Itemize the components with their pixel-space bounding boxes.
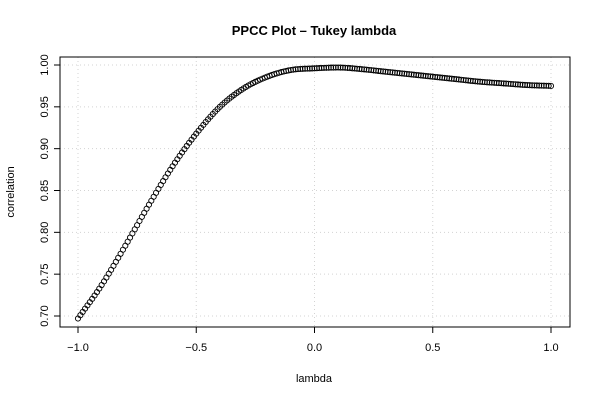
data-point: [536, 82, 543, 89]
data-point: [540, 82, 547, 89]
data-point: [476, 78, 484, 85]
data-point: [538, 82, 545, 89]
data-point: [486, 79, 493, 86]
data-point: [481, 79, 488, 86]
data-point: [514, 81, 521, 88]
data-point: [505, 80, 512, 87]
data-point: [498, 80, 505, 87]
data-point: [103, 274, 110, 281]
data-point: [519, 81, 526, 88]
data-point: [474, 78, 481, 85]
data-point: [320, 64, 328, 71]
data-point: [531, 82, 538, 89]
x-tick-label: 0.5: [425, 342, 440, 354]
data-point: [512, 81, 519, 88]
data-point: [517, 81, 524, 88]
y-tick-label: 0.90: [39, 138, 51, 159]
y-tick-label: 1.00: [39, 54, 51, 75]
data-point: [301, 65, 309, 72]
data-point: [479, 78, 486, 85]
data-point: [299, 65, 306, 72]
data-point: [521, 81, 529, 88]
y-tick-label: 0.75: [39, 263, 51, 284]
data-point: [545, 82, 552, 89]
data-point: [547, 82, 555, 89]
data-point: [306, 65, 313, 72]
data-point: [335, 64, 342, 71]
data-point: [325, 64, 332, 71]
data-point: [337, 64, 344, 71]
grid: [60, 57, 570, 327]
data-point: [529, 82, 536, 89]
data-point: [332, 64, 339, 71]
data-points: [74, 64, 555, 322]
y-axis-label: correlation: [5, 166, 17, 217]
data-point: [157, 181, 164, 189]
data-point: [524, 82, 531, 89]
x-tick-label: −1.0: [67, 342, 89, 354]
data-point: [328, 64, 335, 71]
data-point: [488, 79, 495, 86]
x-tick-label: 1.0: [543, 342, 558, 354]
data-point: [309, 65, 316, 72]
data-point: [297, 65, 304, 72]
data-point: [344, 64, 351, 71]
data-point: [342, 64, 349, 71]
x-axis-label: lambda: [296, 373, 333, 385]
x-axis: −1.0 −0.5 0.0 0.5 1.0: [67, 327, 559, 354]
y-axis: 0.70 0.75 0.80 0.85 0.90 0.95 1.00: [39, 54, 60, 327]
data-point: [356, 65, 363, 73]
chart-title: PPCC Plot – Tukey lambda: [232, 23, 397, 38]
y-tick-label: 0.80: [39, 222, 51, 243]
data-point: [543, 82, 550, 89]
data-point: [311, 65, 318, 72]
data-point: [510, 81, 517, 88]
data-point: [160, 178, 167, 185]
x-tick-label: 0.0: [307, 342, 322, 354]
y-tick-label: 0.85: [39, 180, 51, 201]
data-point: [495, 80, 503, 87]
data-point: [533, 82, 540, 89]
data-point: [500, 80, 507, 87]
data-point: [316, 65, 323, 72]
data-point: [313, 65, 320, 72]
y-tick-label: 0.95: [39, 96, 51, 117]
data-point: [526, 82, 533, 89]
data-point: [323, 64, 330, 71]
data-point: [304, 65, 311, 72]
data-point: [318, 64, 325, 72]
y-tick-label: 0.70: [39, 305, 51, 326]
x-tick-label: −0.5: [185, 342, 207, 354]
data-point: [491, 79, 498, 86]
data-point: [339, 64, 346, 71]
data-point: [294, 66, 302, 73]
data-point: [330, 64, 337, 71]
data-point: [493, 79, 500, 86]
data-point: [507, 80, 514, 87]
data-point: [162, 174, 169, 181]
